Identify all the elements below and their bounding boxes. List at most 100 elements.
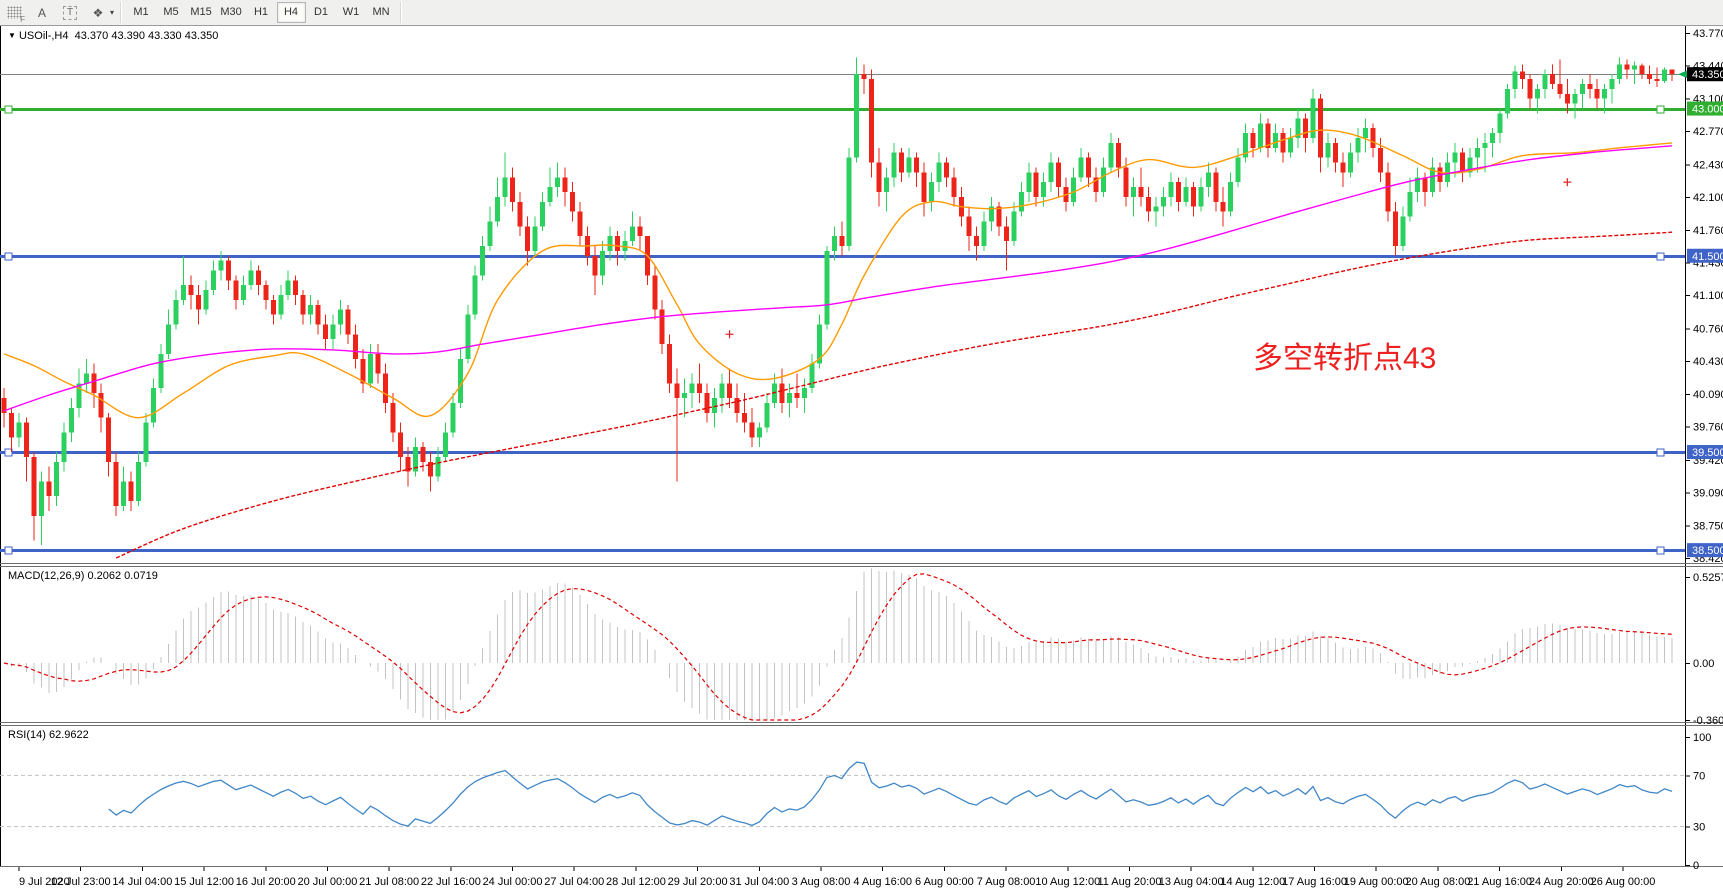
objects-dropdown-icon[interactable]: ▾ — [110, 8, 115, 17]
time-tick-label: 17 Aug 16:00 — [1282, 876, 1347, 888]
ma-slow-line — [115, 231, 1673, 559]
macd-axis-label: -0.3603 — [1693, 715, 1723, 727]
toolbar-separator — [400, 2, 403, 23]
time-tick-label: 10 Aug 12:00 — [1035, 876, 1100, 888]
rsi-axis-label: 0 — [1693, 860, 1699, 872]
main-chart-panel[interactable] — [0, 57, 1685, 559]
macd-histogram — [10, 568, 1673, 720]
objects-tool-icon[interactable]: ❖ — [92, 5, 104, 20]
macd-label: MACD(12,26,9) 0.2062 0.0719 — [8, 570, 158, 582]
time-tick-label: 21 Aug 16:00 — [1467, 876, 1532, 888]
time-tick-label: 3 Aug 08:00 — [792, 876, 851, 888]
price-tick-label: 43.770 — [1693, 28, 1723, 40]
hline-handle[interactable] — [4, 448, 13, 457]
time-tick-label: 24 Aug 20:00 — [1529, 876, 1594, 888]
price-flag-label: 43.000 — [1692, 104, 1723, 116]
hline-handle[interactable] — [1656, 546, 1665, 555]
indicators-grid-icon[interactable]: F — [1, 2, 27, 24]
time-tick-label: 7 Aug 08:00 — [977, 876, 1036, 888]
macd-signal-line — [3, 573, 1673, 721]
time-tick-label: 15 Jul 12:00 — [174, 876, 234, 888]
price-tick-label: 39.760 — [1693, 422, 1723, 434]
price-tick-label: 41.760 — [1693, 225, 1723, 237]
object-anchor-cross[interactable] — [1563, 178, 1572, 187]
timeframe-button-h4[interactable]: H4 — [276, 2, 306, 23]
timeframe-button-w1[interactable]: W1 — [342, 6, 360, 18]
timeframe-button-m5[interactable]: M5 — [163, 6, 179, 18]
text-tool-icon[interactable]: A — [37, 5, 46, 20]
time-tick-label: 29 Jul 20:00 — [668, 876, 728, 888]
price-flag-label: 41.500 — [1692, 251, 1723, 263]
time-tick-label: 20 Aug 08:00 — [1406, 876, 1471, 888]
rsi-line — [108, 761, 1673, 827]
price-tick-label: 42.100 — [1693, 192, 1723, 204]
hline-handle[interactable] — [1656, 252, 1665, 261]
time-tick-label: 31 Jul 04:00 — [729, 876, 789, 888]
ohlc-values: 43.370 43.390 43.330 43.350 — [74, 30, 219, 42]
label-tool-icon[interactable]: T — [57, 2, 83, 23]
timeframe-button-m30[interactable]: M30 — [220, 6, 242, 18]
price-tick-label: 39.090 — [1693, 487, 1723, 499]
price-flag — [1687, 67, 1723, 82]
time-tick-label: 14 Aug 12:00 — [1220, 876, 1285, 888]
time-tick-label: 20 Jul 00:00 — [297, 876, 357, 888]
price-tick-label: 40.760 — [1693, 323, 1723, 335]
price-tick-label: 42.430 — [1693, 159, 1723, 171]
rsi-axis-label: 30 — [1693, 822, 1705, 834]
chart-annotation-text[interactable]: 多空转折点43 — [1253, 342, 1437, 375]
time-tick-label: 12 Jul 23:00 — [51, 876, 111, 888]
hline-handle[interactable] — [4, 252, 13, 261]
symbol-period-label: USOil-,H4 — [18, 30, 69, 42]
price-flag-label: 43.350 — [1692, 69, 1723, 81]
price-flag — [1687, 445, 1723, 460]
timeframe-button-d1[interactable]: D1 — [313, 6, 329, 18]
time-tick-label: 24 Jul 00:00 — [483, 876, 543, 888]
macd-axis-label: 0.5257 — [1693, 572, 1723, 584]
timeframe-button-h1[interactable]: H1 — [253, 6, 269, 18]
time-tick-label: 4 Aug 16:00 — [853, 876, 912, 888]
time-tick-label: 16 Jul 20:00 — [236, 876, 296, 888]
price-flag — [1687, 543, 1723, 558]
rsi-label: RSI(14) 62.9622 — [8, 729, 89, 741]
price-tick-label: 38.750 — [1693, 521, 1723, 533]
time-tick-label: 21 Jul 08:00 — [359, 876, 419, 888]
macd-panel[interactable] — [3, 568, 1673, 721]
macd-axis-label: 0.00 — [1693, 658, 1714, 670]
rsi-axis-label: 100 — [1693, 732, 1711, 744]
horizontal-level-lines[interactable] — [0, 74, 1685, 555]
hline-handle[interactable] — [1656, 105, 1665, 114]
timeframe-button-m15[interactable]: M15 — [190, 6, 212, 18]
time-tick-label: 6 Aug 00:00 — [915, 876, 974, 888]
rsi-panel[interactable] — [0, 761, 1685, 828]
time-tick-label: 22 Jul 16:00 — [421, 876, 481, 888]
time-tick-label: 13 Aug 04:00 — [1159, 876, 1224, 888]
price-flag-label: 39.500 — [1692, 447, 1723, 459]
time-tick-label: 26 Aug 00:00 — [1591, 876, 1656, 888]
hline-handle[interactable] — [4, 546, 13, 555]
candles-layer — [1, 57, 1675, 546]
time-tick-label: 11 Aug 20:00 — [1097, 876, 1161, 888]
price-tick-label: 40.430 — [1693, 356, 1723, 368]
price-flag — [1687, 248, 1723, 263]
time-tick-label: 9 Jul 2020 — [19, 876, 70, 888]
toolbar-separator — [120, 2, 123, 23]
chart-title: ▼ USOil-,H4 43.370 43.390 43.330 43.350 — [8, 30, 218, 42]
timeframe-button-m1[interactable]: M1 — [133, 6, 149, 18]
price-axis[interactable]: 43.77043.44043.10042.77042.43042.10041.7… — [1685, 28, 1723, 872]
time-tick-label: 14 Jul 04:00 — [112, 876, 172, 888]
price-tick-label: 41.100 — [1693, 290, 1723, 302]
time-tick-label: 19 Aug 00:00 — [1344, 876, 1409, 888]
panel-borders — [0, 25, 1723, 867]
timeframe-bar: M1 M5 M15 M30 H1 H4 D1 W1 MN — [126, 2, 396, 23]
price-tick-label: 40.090 — [1693, 389, 1723, 401]
object-anchor-cross[interactable] — [725, 330, 734, 339]
timeframe-button-mn[interactable]: MN — [372, 6, 390, 18]
ma-mid-line — [3, 145, 1673, 412]
hline-handle[interactable] — [1656, 448, 1665, 457]
chart-menu-icon[interactable]: ▼ — [8, 31, 16, 40]
rsi-axis-label: 70 — [1693, 770, 1705, 782]
hline-handle[interactable] — [4, 105, 13, 114]
